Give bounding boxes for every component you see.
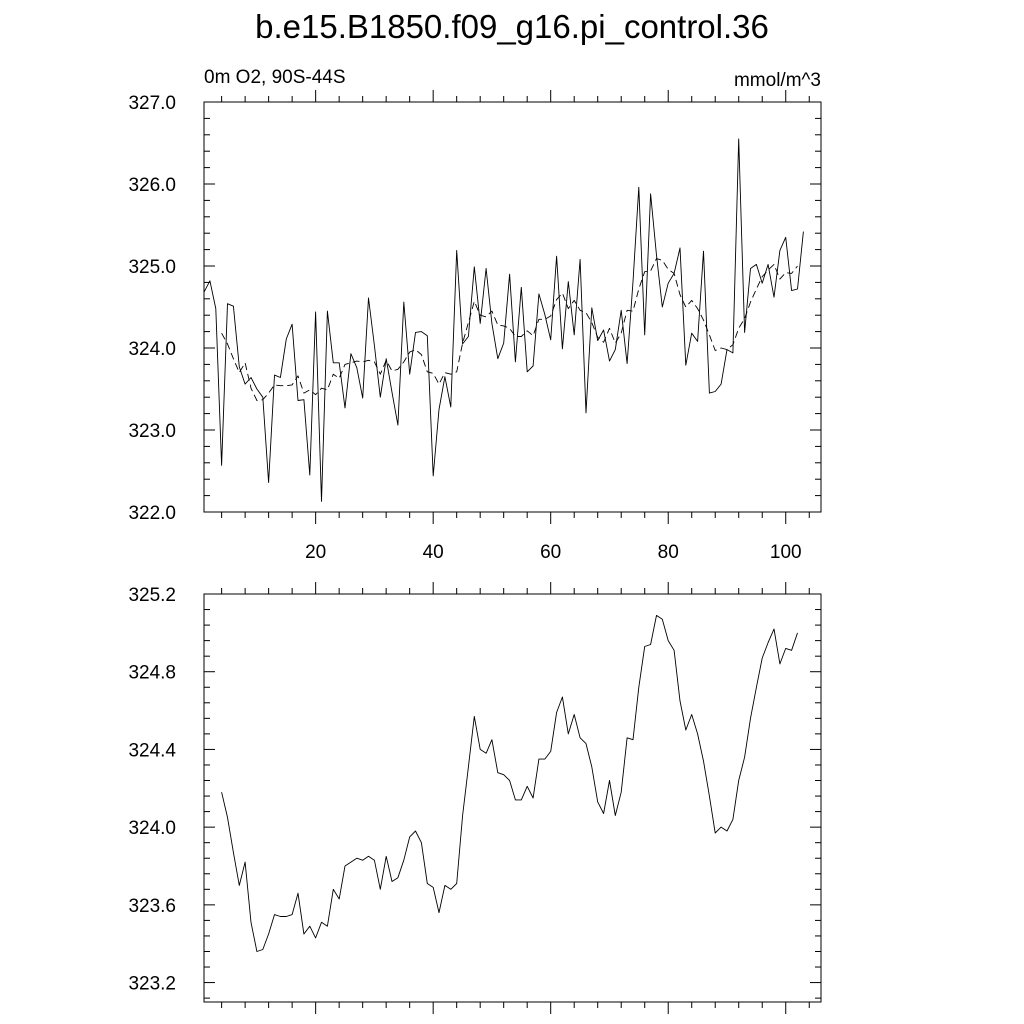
smoothed-series-line (221, 258, 798, 401)
y-tick-label: 322.0 (128, 503, 176, 524)
left-subtitle: 0m O2, 90S-44S (204, 67, 346, 88)
y-tick-label: 325.2 (128, 585, 176, 606)
y-tick-label: 323.2 (128, 974, 176, 995)
y-tick-label: 324.4 (128, 740, 176, 761)
x-tick-label: 100 (770, 542, 802, 563)
plot-frame (203, 593, 822, 1003)
right-subtitle: mmol/m^3 (734, 70, 821, 91)
y-tick-label: 327.0 (128, 93, 176, 114)
chart-title: b.e15.B1850.f09_g16.pi_control.36 (255, 8, 769, 45)
y-tick-label: 324.0 (128, 339, 176, 360)
y-tick-label: 324.0 (128, 818, 176, 839)
x-tick-label: 40 (423, 542, 444, 563)
series-line (203, 138, 804, 502)
y-tick-label: 326.0 (128, 175, 176, 196)
top-panel: 0m O2, 90S-44S mmol/m^3 322.0 323.0 324.0 325… (128, 67, 822, 563)
bottom-panel: 323.2 323.6 324.0 324.4 324.8 325.2 (128, 582, 822, 1014)
x-tick-label: 20 (305, 542, 326, 563)
series-line (221, 614, 798, 952)
y-tick-label: 324.8 (128, 663, 176, 684)
x-tick-label: 60 (540, 542, 561, 563)
plot-frame (203, 101, 822, 513)
x-tick-label: 80 (658, 542, 679, 563)
y-tick-label: 323.6 (128, 896, 176, 917)
y-tick-label: 325.0 (128, 257, 176, 278)
y-tick-label: 323.0 (128, 421, 176, 442)
